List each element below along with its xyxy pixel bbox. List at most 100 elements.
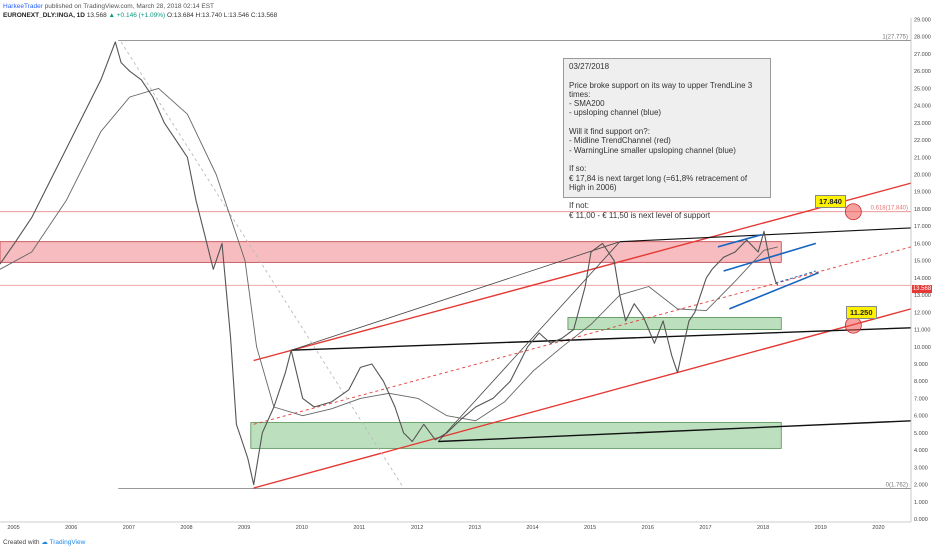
footer: Created with ☁ TradingView [3, 538, 85, 546]
y-tick-label: 29.000 [914, 18, 931, 24]
x-tick-label: 2019 [815, 525, 827, 531]
x-tick-label: 2014 [526, 525, 538, 531]
y-tick-label: 14.000 [914, 276, 931, 282]
x-tick-label: 2006 [65, 525, 77, 531]
note-line: - Midline TrendChannel (red) [569, 136, 671, 146]
trendline-red-lower [253, 308, 912, 489]
last-price: 13.568 [86, 12, 107, 19]
y-tick-label: 1.000 [914, 500, 928, 506]
y-tick-label: 2.000 [914, 483, 928, 489]
author-link[interactable]: HarkeeTrader [3, 3, 43, 10]
chart-labels: 1(27.775) 0.618(17.840) 0(1.762) [871, 35, 908, 489]
note-line: 03/27/2018 [569, 62, 610, 71]
created-with-text: Created with [3, 539, 40, 546]
trendline-black-upper [619, 227, 912, 243]
note-line [569, 155, 765, 164]
y-tick-label: 20.000 [914, 173, 931, 179]
chart-trendlines [0, 40, 912, 490]
y-tick-label: 15.000 [914, 259, 931, 265]
y-tick-label: 24.000 [914, 104, 931, 110]
analysis-note: 03/27/2018 Price broke support on its wa… [563, 58, 771, 220]
note-line [569, 71, 765, 80]
y-tick-label: 12.000 [914, 310, 931, 316]
note-line: Price broke support on its way to upper … [569, 80, 755, 99]
note-line: Will it find support on?: [569, 127, 650, 137]
y-tick-label: 4.000 [914, 448, 928, 454]
y-tick-label: 10.000 [914, 345, 931, 351]
y-tick-label: 17.000 [914, 224, 931, 230]
trendline-blue-extension [775, 270, 816, 284]
note-line: If not: [569, 201, 590, 211]
x-tick-label: 2012 [411, 525, 423, 531]
x-tick-label: 2007 [123, 525, 135, 531]
x-tick-label: 2005 [7, 525, 19, 531]
note-line: - upsloping channel (blue) [569, 108, 662, 118]
price-line [0, 41, 779, 486]
x-tick-label: 2015 [584, 525, 596, 531]
zone-support-mid [567, 317, 782, 330]
note-line: € 11,00 - € 11,50 is next level of suppo… [569, 210, 711, 220]
publish-line: HarkeeTrader published on TradingView.co… [3, 2, 277, 11]
y-tick-label: 6.000 [914, 414, 928, 420]
published-text: published on TradingView.com, March 28, … [44, 3, 215, 10]
trendline-black-rise-low [437, 241, 621, 442]
y-tick-label: 0.000 [914, 517, 928, 523]
y-tick-label: 3.000 [914, 465, 928, 471]
price-change: ▲ +0.146 (+1.09%) [108, 12, 166, 19]
fib-label: 1(27.775) [882, 35, 908, 41]
zone-support-low [250, 422, 782, 449]
x-tick-label: 2011 [353, 525, 365, 531]
y-tick-label: 8.000 [914, 379, 928, 385]
note-line: - WarningLine smaller upsloping channel … [569, 145, 736, 155]
tradingview-logo-icon[interactable]: ☁ [41, 539, 48, 546]
y-tick-label: 13.000 [914, 293, 931, 299]
symbol-line: EURONEXT_DLY:INGA, 1D 13.568 ▲ +0.146 (+… [3, 11, 277, 20]
note-line [569, 118, 765, 127]
tradingview-brand[interactable]: TradingView [49, 539, 86, 546]
trendline-blue-bottom [729, 271, 820, 310]
target-marker [844, 203, 862, 221]
x-tick-label: 2017 [699, 525, 711, 531]
trendline-blue-mid [723, 242, 817, 272]
x-tick-label: 2013 [469, 525, 481, 531]
x-axis: 2005 2006 2007 2008 2009 2010 2011 2012 2013 2014… [0, 521, 911, 531]
y-tick-label: 28.000 [914, 35, 931, 41]
symbol[interactable]: EURONEXT_DLY:INGA, 1D [3, 12, 85, 19]
trendline-red-upper [253, 182, 912, 362]
ohlc-values: O:13.684 H:13.740 L:13.546 C:13.568 [167, 12, 278, 19]
y-tick-label: 23.000 [914, 121, 931, 127]
y-tick-label: 7.000 [914, 396, 928, 402]
y-tick-label: 19.000 [914, 190, 931, 196]
trendline-black-rise-high [291, 241, 620, 351]
y-tick-label: 26.000 [914, 69, 931, 75]
zone-resistance [0, 241, 782, 263]
note-line: € 17,84 is next target long (=61,8% retr… [569, 173, 750, 192]
y-tick-label: 11.000 [914, 328, 930, 334]
x-tick-label: 2018 [757, 525, 769, 531]
trendline-blue-top [717, 234, 762, 248]
target-flag-low: 11.250 [846, 306, 877, 319]
target-flag-high: 17.840 [815, 195, 846, 208]
x-tick-label: 2009 [238, 525, 250, 531]
trendline-black-support [438, 420, 912, 443]
target-marker [844, 316, 862, 334]
fib-label: 0(1.762) [886, 483, 908, 489]
trendline-gray-dashed-diag [120, 41, 404, 489]
chart-zones [0, 241, 782, 449]
y-tick-label: 16.000 [914, 241, 931, 247]
last-price-tag: 13.568 [912, 285, 932, 293]
note-line: If so: [569, 164, 587, 174]
x-tick-label: 2020 [872, 525, 884, 531]
note-line [569, 192, 765, 201]
y-tick-label: 18.000 [914, 207, 931, 213]
y-tick-label: 5.000 [914, 431, 928, 437]
y-tick-label: 25.000 [914, 86, 931, 92]
y-tick-label: 21.000 [914, 155, 931, 161]
y-axis: 29.000 28.000 27.000 26.000 25.000 24.000 23.0… [910, 18, 931, 523]
x-tick-label: 2008 [180, 525, 192, 531]
y-tick-label: 9.000 [914, 362, 928, 368]
chart-header: HarkeeTrader published on TradingView.co… [3, 2, 277, 20]
note-line: - SMA200 [569, 99, 605, 109]
y-tick-label: 22.000 [914, 138, 931, 144]
